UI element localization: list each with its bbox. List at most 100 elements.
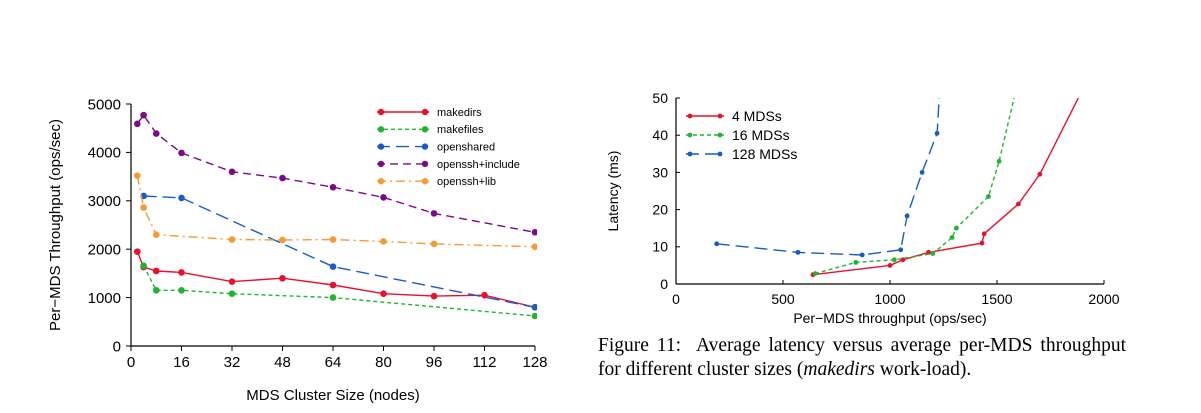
legend-label: 4 MDSs	[732, 108, 782, 124]
data-point	[134, 120, 141, 128]
legend-label: openssh+include	[437, 159, 520, 171]
data-point	[329, 183, 337, 191]
data-point	[904, 213, 910, 219]
data-point	[996, 158, 1002, 164]
chart-1: 0 1000 2000 3000 4000 5000 0 16 32 48 64 80 96 112 128…	[47, 96, 548, 404]
series-line	[136, 113, 536, 233]
x-tick-label: 96	[426, 354, 443, 371]
data-point	[178, 269, 185, 276]
series-openssh+lib	[134, 172, 537, 251]
x-axis-label: Per−MDS throughput (ops/sec)	[793, 310, 986, 326]
data-point	[859, 252, 865, 258]
legend-marker	[421, 143, 429, 150]
data-point	[531, 228, 537, 236]
series-makedirs	[134, 248, 537, 311]
data-point	[981, 231, 987, 237]
x-tick-label: 0	[127, 354, 135, 371]
legend-marker	[421, 108, 429, 116]
y-tick-label: 50	[652, 90, 668, 106]
x-tick-label: 16	[173, 354, 190, 371]
data-point	[531, 243, 537, 251]
x-tick-label: 32	[224, 354, 241, 371]
series-line	[716, 98, 940, 256]
legend-label: openshared	[437, 141, 495, 153]
data-point	[919, 170, 925, 175]
legend-marker	[377, 126, 385, 133]
x-tick-label: 1000	[874, 291, 905, 307]
data-point	[152, 287, 160, 294]
legend-label: openssh+lib	[437, 176, 496, 188]
legend-marker	[687, 132, 693, 138]
y-tick-label: 5000	[88, 96, 121, 113]
series-openshared	[140, 192, 537, 311]
data-point	[279, 174, 286, 182]
y-tick-label: 40	[652, 127, 668, 143]
y-tick-label: 3000	[88, 193, 121, 210]
legend-marker	[421, 160, 429, 168]
data-point	[178, 194, 185, 202]
data-point	[949, 235, 955, 240]
data-point	[329, 236, 337, 243]
data-point	[934, 130, 940, 136]
series-line	[136, 175, 536, 248]
data-point	[228, 290, 236, 298]
data-point	[152, 130, 160, 137]
caption-emphasis: makedirs	[803, 359, 875, 380]
legend-label: 16 MDSs	[732, 127, 790, 143]
legend-marker	[717, 132, 723, 138]
data-point	[926, 249, 931, 255]
y-tick-label: 4000	[88, 145, 121, 162]
y-tick-label: 2000	[88, 241, 121, 258]
x-tick-label: 0	[672, 291, 680, 307]
series-line	[136, 251, 536, 308]
data-point	[152, 267, 160, 275]
y-axis-label: Per−MDS Throughput (ops/sec)	[47, 119, 64, 331]
x-tick-label: 500	[771, 291, 795, 307]
y-tick-label: 1000	[88, 290, 121, 307]
data-point	[891, 257, 897, 263]
data-point	[380, 290, 387, 298]
data-point	[900, 257, 906, 263]
x-tick-label: 1500	[981, 291, 1012, 307]
series-line	[142, 265, 536, 317]
data-point	[986, 194, 991, 199]
data-point	[812, 271, 818, 276]
y-tick-label: 20	[652, 202, 668, 218]
data-point	[228, 236, 236, 243]
series-openssh+include	[134, 111, 537, 236]
legend-label: makefiles	[437, 124, 484, 136]
legend-label: 128 MDSs	[732, 146, 797, 162]
legend-marker	[377, 108, 385, 116]
x-tick-label: 128	[522, 354, 547, 371]
series-makefiles	[140, 262, 537, 320]
data-point	[430, 292, 438, 300]
legend-marker	[377, 143, 385, 150]
data-point	[795, 249, 801, 255]
data-point	[140, 262, 147, 269]
x-tick-label: 48	[274, 354, 291, 371]
x-axis-label: MDS Cluster Size (nodes)	[246, 387, 419, 404]
data-point	[1016, 201, 1021, 207]
y-tick-label: 0	[660, 276, 668, 292]
caption-label: Figure 11:	[598, 335, 682, 356]
caption-text-end: work-load).	[874, 359, 972, 380]
data-point	[178, 287, 185, 294]
series-16 MDSs	[812, 98, 1015, 276]
legend-marker	[717, 113, 723, 119]
data-point	[1037, 171, 1043, 177]
series-4 MDSs	[810, 98, 1079, 278]
data-point	[380, 194, 387, 201]
data-point	[329, 281, 337, 289]
legend-label: makedirs	[437, 107, 482, 119]
figure-caption: Figure 11: Average latency versus averag…	[598, 334, 1126, 382]
legend-marker	[687, 151, 693, 157]
data-point	[481, 291, 488, 299]
x-tick-label: 112	[473, 354, 497, 371]
data-point	[228, 278, 236, 285]
data-point	[152, 231, 160, 238]
data-point	[531, 312, 537, 320]
legend-marker	[421, 126, 429, 133]
x-tick-label: 2000	[1088, 291, 1119, 307]
